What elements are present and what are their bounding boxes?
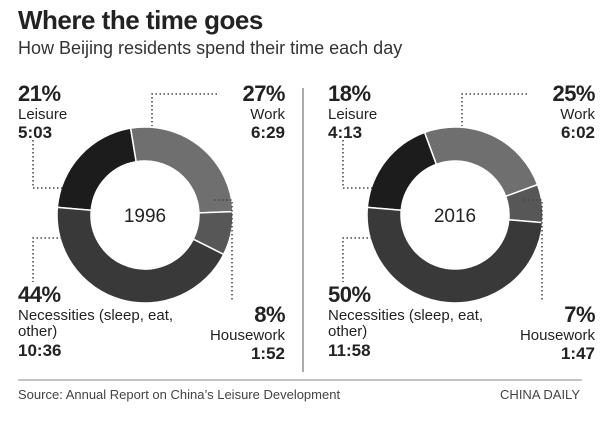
segment-label: 27% Work 6:29 — [242, 81, 285, 143]
percent-label: 7% — [564, 302, 595, 327]
time-label: 1:52 — [250, 344, 285, 364]
segment-label: 25% Work 6:02 — [552, 81, 595, 143]
center-label: 1996 — [124, 206, 166, 227]
donut-segment — [366, 131, 438, 212]
percent-label: 25% — [552, 81, 595, 106]
donut-segment — [129, 126, 234, 214]
category-label: Leisure — [328, 105, 378, 123]
category-label: Housework — [519, 326, 595, 344]
title: Where the time goes — [18, 5, 263, 35]
percent-label: 8% — [254, 302, 285, 327]
leader-line — [214, 199, 233, 300]
segment-label: 21% Leisure 5:03 — [18, 81, 68, 143]
credit: CHINA DAILY — [500, 387, 580, 402]
donut-segment — [423, 126, 539, 198]
segment-label: 50% Necessities (sleep, eat, other) 11:58 — [328, 282, 493, 361]
percent-label: 18% — [328, 81, 371, 106]
time-label: 1:47 — [560, 344, 595, 364]
leader-line — [461, 93, 527, 126]
donut-segment — [366, 206, 544, 304]
time-label: 6:29 — [250, 123, 285, 143]
segment-label: 18% Leisure 4:13 — [328, 81, 378, 143]
category-label: Necessities (sleep, eat, other) — [328, 306, 484, 341]
time-label: 4:13 — [328, 123, 363, 143]
time-label: 6:02 — [560, 123, 595, 143]
segment-label: 44% Necessities (sleep, eat, other) 10:36 — [18, 282, 183, 361]
category-label: Necessities (sleep, eat, other) — [18, 306, 174, 341]
percent-label: 21% — [18, 81, 61, 106]
time-label: 5:03 — [18, 123, 53, 143]
leader-line — [342, 140, 372, 189]
category-label: Work — [250, 105, 285, 123]
center-label: 2016 — [434, 206, 476, 227]
leader-line — [32, 237, 62, 282]
category-label: Housework — [209, 326, 285, 344]
donut-segment — [56, 206, 225, 304]
percent-label: 44% — [18, 282, 61, 307]
segment-label: 8% Housework 1:52 — [209, 302, 286, 364]
category-label: Work — [560, 105, 595, 123]
donut-segment — [56, 127, 138, 212]
leader-line — [342, 237, 372, 282]
category-label: Leisure — [18, 105, 68, 123]
percent-label: 27% — [242, 81, 285, 106]
segment-label: 7% Housework 1:47 — [519, 302, 596, 364]
leader-line — [151, 93, 217, 126]
time-label: 11:58 — [328, 341, 371, 361]
source: Source: Annual Report on China’s Leisure… — [18, 387, 341, 402]
time-label: 10:36 — [18, 341, 62, 361]
subtitle: How Beijing residents spend their time e… — [18, 38, 403, 58]
leader-line — [32, 140, 62, 189]
leader-line — [524, 199, 543, 300]
percent-label: 50% — [328, 282, 371, 307]
